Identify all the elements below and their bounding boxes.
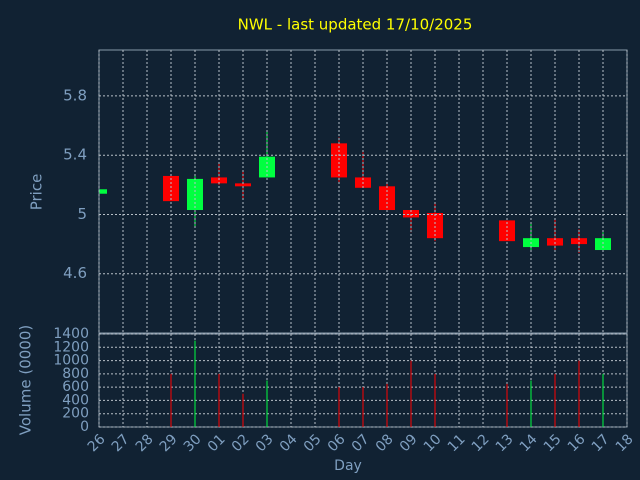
candle-body <box>427 212 443 239</box>
y2-tick-label: 400 <box>62 392 89 408</box>
candle-body <box>571 238 587 245</box>
y2-tick-label: 600 <box>62 379 89 395</box>
y-tick-label: 5.4 <box>63 146 87 164</box>
y-tick-label: 4.6 <box>63 264 87 282</box>
candle-body <box>211 177 227 184</box>
candle-body <box>595 238 611 251</box>
candle-body <box>99 189 107 194</box>
y2-tick-label: 1400 <box>53 326 89 342</box>
y2-tick-label: 1200 <box>53 339 89 355</box>
x-axis-label: Day <box>334 458 362 474</box>
y2-tick-label: 200 <box>62 406 89 422</box>
candle-body <box>403 210 419 218</box>
y2-tick-label: 0 <box>80 419 89 435</box>
y-tick-label: 5.8 <box>63 86 87 104</box>
y2-tick-label: 1000 <box>53 353 89 369</box>
chart-title: NWL - last updated 17/10/2025 <box>238 16 473 34</box>
candle-body <box>547 238 563 246</box>
candle-body <box>163 175 179 202</box>
y-tick-label: 5 <box>77 205 87 223</box>
candle-body <box>235 183 251 187</box>
y2-tick-label: 800 <box>62 366 89 382</box>
candle-body <box>331 143 347 178</box>
y-axis-label: Price <box>28 174 46 211</box>
y2-axis-label: Volume (0000) <box>17 325 35 435</box>
